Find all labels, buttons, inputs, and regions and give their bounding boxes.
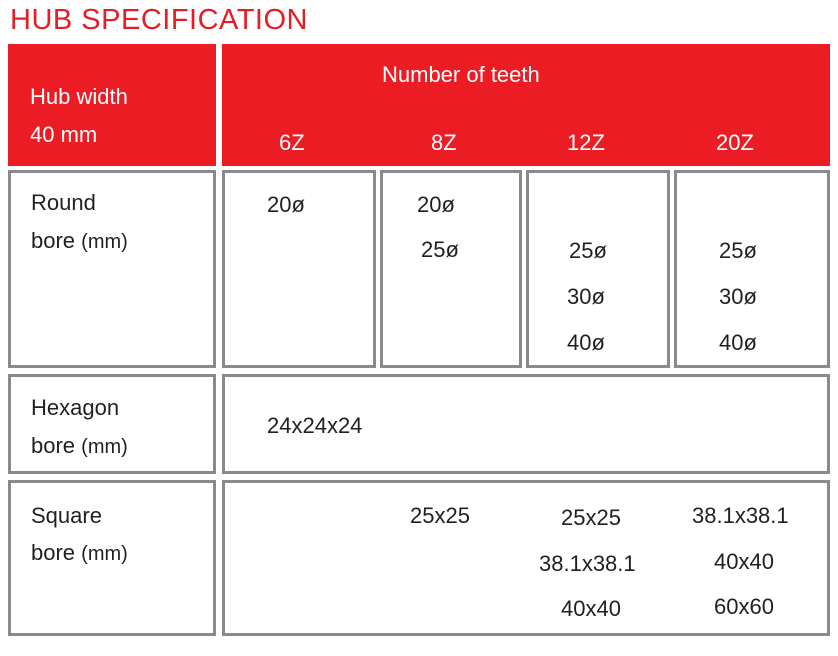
round-bore-8z-cell: 20ø 25ø (380, 170, 522, 368)
round-bore-6z-value: 20ø (267, 192, 305, 217)
square-bore-12z-value: 38.1x38.1 (539, 551, 636, 576)
hexagon-bore-word: bore (31, 433, 76, 458)
teeth-12z: 12Z (567, 130, 605, 155)
round-bore-20z-cell: 25ø 30ø 40ø (674, 170, 830, 368)
hexagon-bore-label-line1: Hexagon (31, 395, 120, 420)
round-bore-label-line2: bore (mm) (31, 228, 128, 254)
square-bore-20z-value: 60x60 (714, 594, 774, 619)
hexagon-bore-value-cell: 24x24x24 (222, 374, 830, 474)
round-bore-word: bore (31, 228, 76, 253)
teeth-title: Number of teeth (382, 62, 540, 87)
round-bore-label-cell: Round bore (mm) (8, 170, 216, 368)
page-title: HUB SPECIFICATION (10, 4, 308, 36)
hub-width-label: Hub width (30, 84, 128, 109)
round-bore-20z-value: 40ø (719, 330, 757, 355)
round-bore-12z-value: 30ø (567, 284, 605, 309)
round-bore-12z-value: 40ø (567, 330, 605, 355)
hexagon-bore-label-cell: Hexagon bore (mm) (8, 374, 216, 474)
square-bore-label-line2: bore (mm) (31, 540, 128, 566)
round-bore-8z-value: 20ø (417, 192, 455, 217)
round-bore-6z-cell: 20ø (222, 170, 376, 368)
round-bore-20z-value: 25ø (719, 238, 757, 263)
teeth-8z: 8Z (431, 130, 457, 155)
square-bore-label-cell: Square bore (mm) (8, 480, 216, 636)
square-bore-values-cell: 25x25 25x25 38.1x38.1 40x40 38.1x38.1 40… (222, 480, 830, 636)
teeth-header: Number of teeth 6Z 8Z 12Z 20Z (222, 44, 830, 166)
square-bore-20z-value: 40x40 (714, 549, 774, 574)
teeth-20z: 20Z (716, 130, 754, 155)
round-bore-unit: (mm) (81, 231, 128, 253)
square-bore-20z-value: 38.1x38.1 (692, 503, 789, 528)
hexagon-bore-value: 24x24x24 (267, 413, 363, 438)
round-bore-20z-value: 30ø (719, 284, 757, 309)
round-bore-12z-value: 25ø (569, 238, 607, 263)
round-bore-label-line1: Round (31, 190, 96, 215)
square-bore-8z-value: 25x25 (410, 503, 470, 528)
square-bore-label-line1: Square (31, 503, 102, 528)
round-bore-8z-value: 25ø (421, 237, 459, 262)
square-bore-12z-value: 25x25 (561, 505, 621, 530)
teeth-6z: 6Z (279, 130, 305, 155)
square-bore-word: bore (31, 540, 76, 565)
square-bore-12z-value: 40x40 (561, 596, 621, 621)
round-bore-12z-cell: 25ø 30ø 40ø (526, 170, 670, 368)
hexagon-bore-unit: (mm) (81, 436, 128, 458)
square-bore-unit: (mm) (81, 543, 128, 565)
hexagon-bore-label-line2: bore (mm) (31, 433, 128, 459)
hub-width-header: Hub width 40 mm (8, 44, 216, 166)
hub-width-value: 40 mm (30, 122, 98, 147)
